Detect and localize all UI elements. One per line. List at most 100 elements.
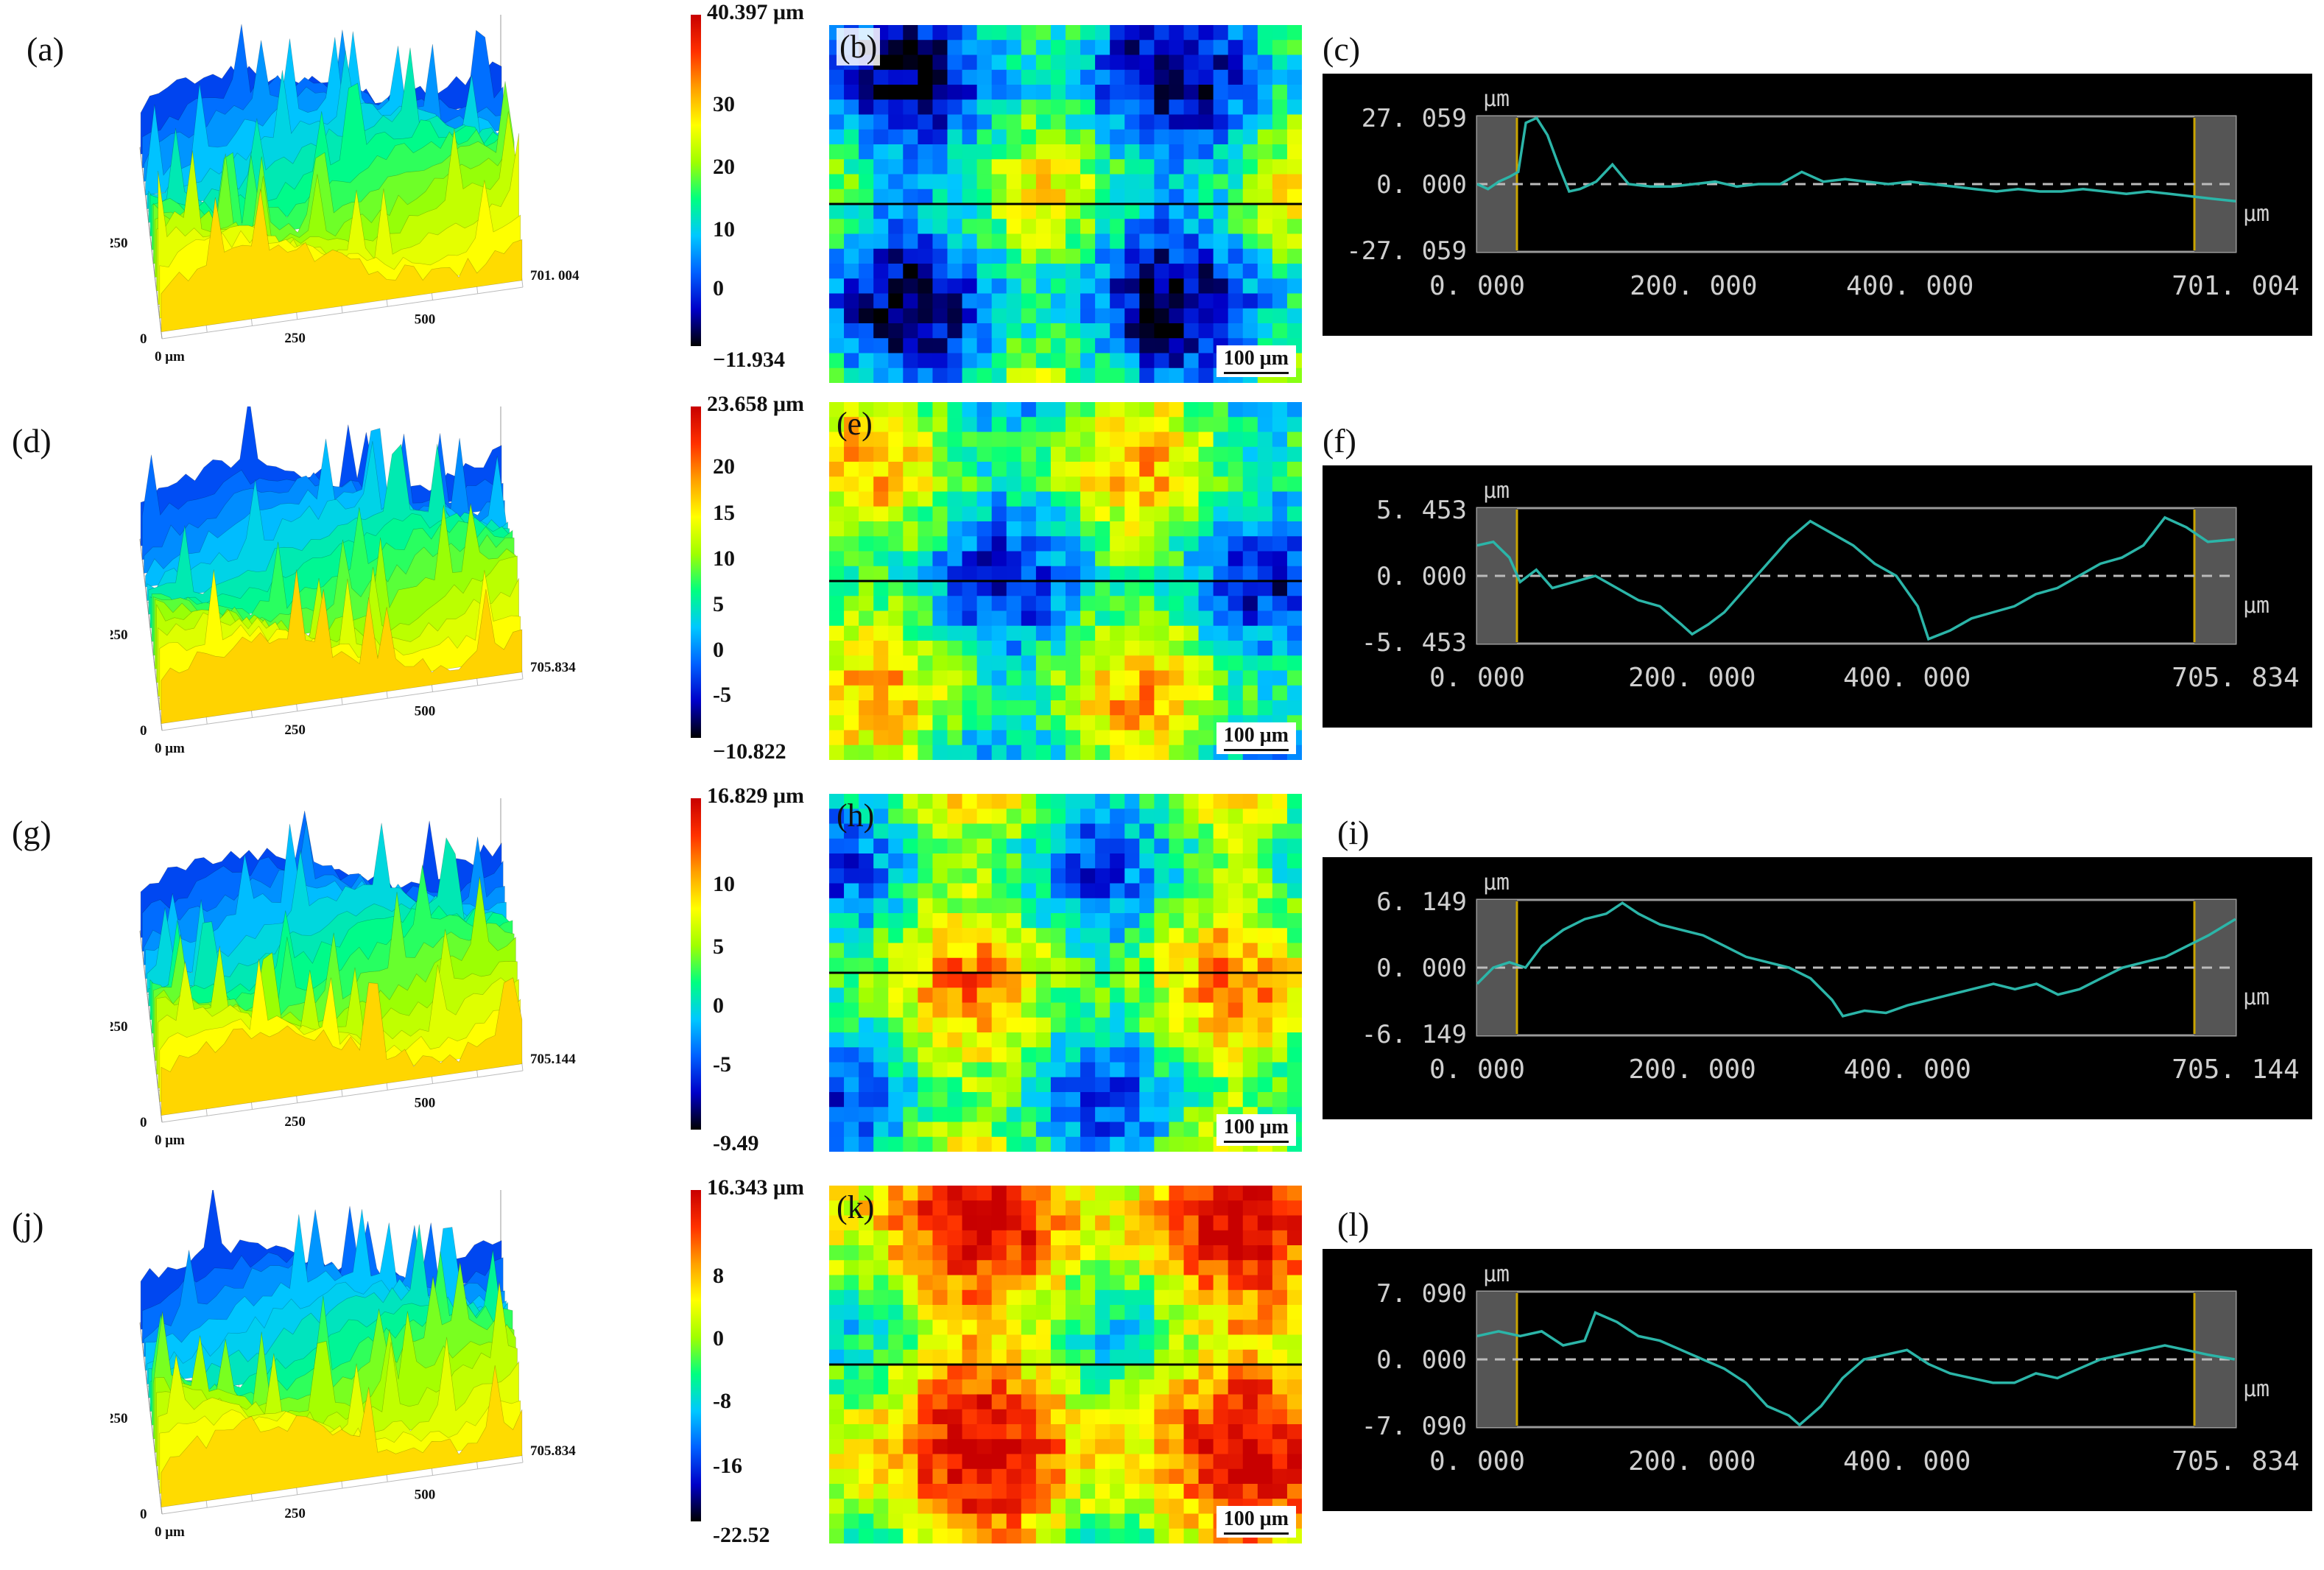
heatmap-cell: [918, 189, 934, 205]
heatmap-cell: [1257, 1468, 1273, 1485]
heatmap-cell: [873, 462, 889, 477]
x-tick-label: 0. 000: [1429, 1446, 1525, 1476]
heatmap-cell: [873, 943, 889, 959]
heatmap-cell: [1154, 353, 1170, 369]
heatmap-cell: [918, 670, 934, 686]
heatmap-cell: [888, 853, 904, 869]
heatmap-cell: [1139, 641, 1155, 656]
heatmap-cell: [991, 417, 1007, 433]
heatmap-cell: [859, 685, 874, 701]
heatmap-cell: [829, 809, 845, 825]
heatmap-cell: [947, 353, 963, 369]
heatmap-cell: [844, 1454, 859, 1470]
heatmap-cell: [932, 1245, 948, 1261]
heatmap-cell: [844, 853, 859, 869]
heatmap-cell: [1198, 69, 1214, 85]
heatmap-cell: [1139, 1107, 1155, 1123]
heatmap-cell: [1035, 174, 1052, 190]
heatmap-cell: [976, 1365, 993, 1380]
heatmap-cell: [1021, 1424, 1037, 1440]
heatmap-cell: [829, 1122, 845, 1138]
heatmap-cell: [844, 1528, 859, 1543]
heatmap-cell: [873, 506, 889, 522]
heatmap-cell: [903, 1468, 918, 1485]
heatmap-cell: [976, 1062, 993, 1078]
heatmap-cell: [1228, 417, 1244, 433]
heatmap-cell: [1228, 1365, 1244, 1380]
y-axis-line: [139, 1322, 163, 1515]
heatmap-cell: [903, 159, 918, 175]
heatmap-cell: [1228, 1245, 1244, 1261]
heatmap-cell: [1228, 521, 1244, 537]
heatmap-cell: [1286, 1047, 1302, 1063]
heatmap-cell: [1242, 883, 1258, 899]
heatmap-cell: [932, 69, 948, 85]
heatmap-cell: [1050, 1424, 1066, 1440]
heatmap-cell: [1286, 432, 1302, 448]
heatmap-cell: [1124, 973, 1140, 988]
heatmap-cell: [1154, 1245, 1170, 1261]
heatmap-cell: [1213, 219, 1229, 235]
heatmap-cell: [1021, 1032, 1037, 1048]
heatmap-cell: [1286, 1077, 1302, 1093]
heatmap-cell: [1139, 338, 1155, 354]
heatmap-cell: [1139, 536, 1155, 552]
heatmap-cell: [1257, 1439, 1273, 1455]
heatmap-cell: [1154, 144, 1170, 160]
heatmap-cell: [1050, 641, 1066, 656]
heatmap-cell: [1198, 685, 1214, 701]
heatmap-cell: [1242, 1349, 1258, 1365]
heatmap-cell: [1095, 417, 1110, 433]
heatmap-cell: [1110, 988, 1125, 1004]
heatmap-cell: [844, 898, 859, 914]
heatmap-cell: [1066, 353, 1081, 369]
heatmap-cell: [1006, 99, 1022, 116]
heatmap-cell: [1021, 174, 1037, 190]
heatmap-cell: [918, 794, 934, 809]
surface-3d-a: 40.397 μm11.934528.513 μm25000 μm2505007…: [110, 15, 670, 383]
heatmap-cell: [976, 1017, 993, 1033]
surface-strip: [161, 977, 523, 1116]
y-tick-label: 0. 000: [1376, 562, 1467, 591]
heatmap-cell: [829, 596, 845, 612]
heatmap-cell: [844, 823, 859, 839]
heatmap-cell: [1021, 943, 1037, 959]
heatmap-cell: [1050, 1484, 1066, 1499]
heatmap-cell: [1110, 1499, 1125, 1515]
heatmap-cell: [1066, 25, 1081, 41]
heatmap-cell: [859, 700, 874, 716]
heatmap-cell: [888, 248, 904, 264]
heatmap-cell: [873, 402, 889, 418]
heatmap-cell: [859, 928, 874, 944]
heatmap-cell: [888, 928, 904, 944]
heatmap-cell: [1169, 610, 1185, 627]
heatmap-cell: [1006, 323, 1022, 339]
heatmap-cell: [1050, 913, 1066, 929]
heatmap-cell: [903, 1424, 918, 1440]
heatmap-cell: [1080, 898, 1096, 914]
heatmap-cell: [1139, 928, 1155, 944]
heatmap-cell: [1257, 69, 1273, 85]
heatmap-cell: [932, 1077, 948, 1093]
heatmap-cell: [903, 1032, 918, 1048]
heatmap-cell: [1021, 853, 1037, 869]
heatmap-cell: [1124, 264, 1140, 279]
heatmap-cell: [859, 1320, 874, 1336]
heatmap-cell: [1257, 566, 1273, 582]
heatmap-cell: [1183, 730, 1200, 746]
heatmap-cell: [1110, 278, 1125, 295]
heatmap-cell: [976, 1215, 993, 1231]
heatmap-cell: [1183, 521, 1200, 537]
heatmap-cell: [976, 1528, 993, 1543]
heatmap-cell: [1183, 367, 1200, 383]
heatmap-cell: [947, 1305, 963, 1320]
heatmap-cell: [1035, 476, 1052, 493]
heatmap-cell: [1139, 1002, 1155, 1018]
colorbar-top-label: 16.343 μm: [707, 1175, 804, 1200]
heatmap-cell: [1095, 957, 1110, 974]
heatmap-cell: [888, 25, 904, 41]
heatmap-cell: [918, 655, 934, 672]
heatmap-cell: [1021, 1047, 1037, 1063]
heatmap-cell: [1183, 853, 1200, 869]
heatmap-cell: [873, 1513, 889, 1529]
